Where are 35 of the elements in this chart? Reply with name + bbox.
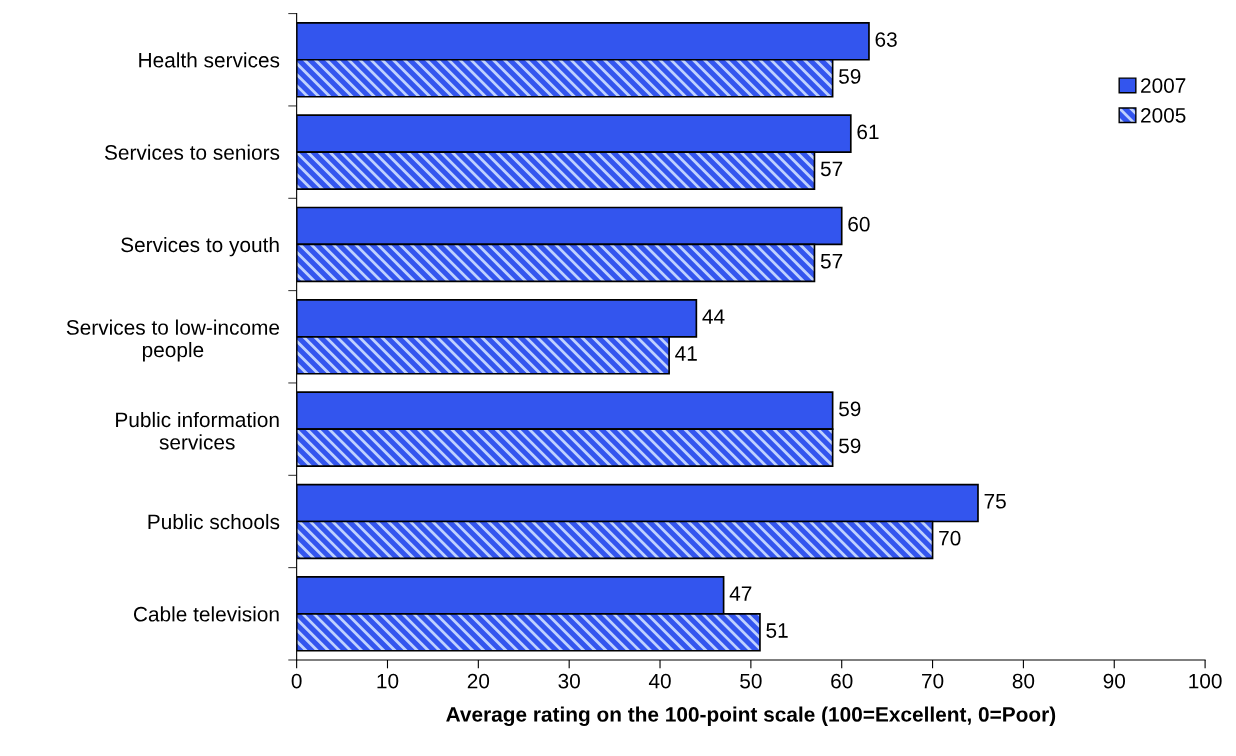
x-tick-label: 10 [377,673,399,689]
x-axis-title: Average rating on the 100-point scale (100=Excellent, 0=Poor) [446,706,1056,726]
data-label: 75 [984,494,1006,509]
y-tick-label: Cable television [133,606,279,622]
y-tick-label: Health services [139,52,280,68]
y-tick-label: Services to youth [121,236,279,257]
data-label: 51 [766,623,788,638]
data-label: 70 [939,530,961,546]
legend-label: 2007 [1141,78,1186,93]
x-tick-label: 80 [1012,673,1035,689]
y-tick-label: Services to low-income people [66,319,280,362]
data-label: 47 [729,586,752,601]
data-label: 59 [839,69,861,84]
x-tick-label: 0 [291,673,302,689]
y-tick-label: Public schools [148,513,280,530]
x-tick-label: 30 [558,673,580,689]
x-tick-label: 20 [467,673,490,689]
x-tick-label: 60 [831,673,853,689]
x-tick-label: 40 [648,673,671,689]
y-tick-label: Public information services [116,411,279,450]
data-label: 59 [839,438,861,454]
data-label: 61 [857,124,879,140]
x-tick-label: 70 [922,673,944,689]
x-tick-label: 100 [1189,673,1222,689]
data-label: 63 [875,32,897,47]
data-label: 41 [675,346,697,361]
data-label: 57 [820,161,843,177]
data-label: 59 [839,401,861,417]
data-label: 57 [820,253,843,269]
data-label: 60 [848,216,870,232]
legend-label: 2005 [1141,107,1186,123]
x-tick-label: 50 [740,673,762,689]
x-tick-label: 90 [1103,673,1126,689]
y-tick-label: Services to seniors [104,144,280,160]
data-label: 44 [702,309,725,324]
